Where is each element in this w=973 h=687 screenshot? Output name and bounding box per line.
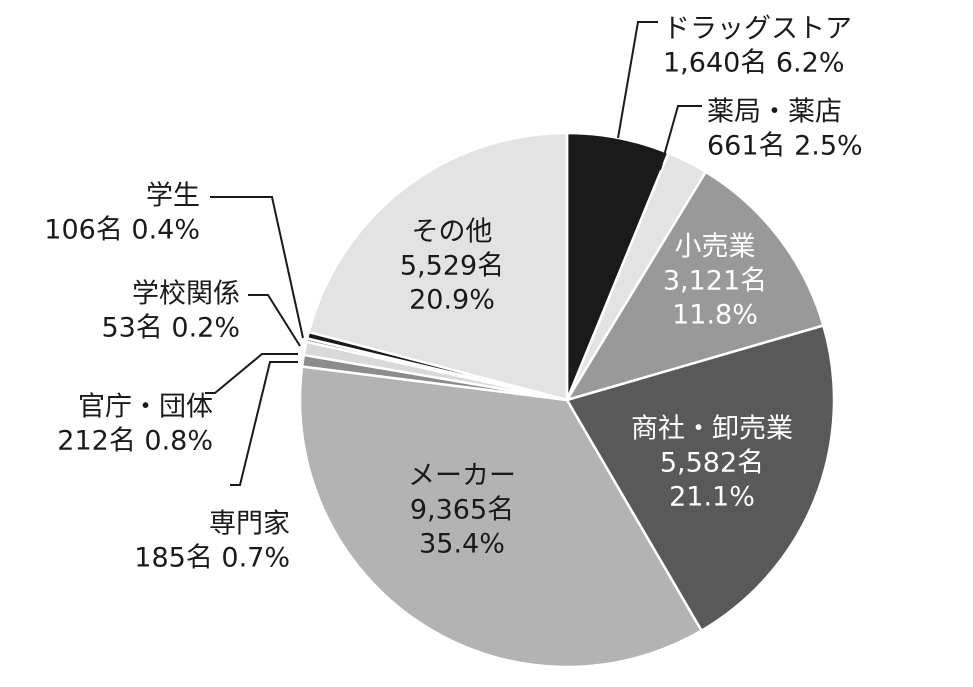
- slice-value-label: 106名 0.4%: [44, 215, 200, 246]
- slice-value-label: 185名 0.7%: [134, 543, 290, 574]
- slice-value-label: 212名 0.8%: [57, 426, 213, 457]
- slice-category-label: 学校関係: [132, 279, 240, 310]
- leader-line: [230, 361, 298, 486]
- slice-category-label: 小売業: [675, 232, 756, 263]
- slice-value-label: 661名 2.5%: [707, 131, 863, 162]
- slice-category-label: 官庁・団体: [78, 392, 213, 423]
- leader-line: [659, 105, 702, 171]
- leader-line: [617, 21, 658, 139]
- slice-category-label: 学生: [146, 181, 200, 212]
- slice-value-label: 11.8%: [672, 300, 758, 331]
- slice-category-label: 専門家: [209, 509, 290, 540]
- slice-value-label: 1,640名 6.2%: [663, 48, 844, 79]
- slice-value-label: 35.4%: [419, 529, 505, 560]
- leader-line: [205, 353, 298, 394]
- slice-category-label: 薬局・薬店: [707, 97, 842, 128]
- pie-slices: [298, 131, 836, 669]
- pie-slice: [307, 131, 569, 402]
- slice-category-label: 商社・卸売業: [631, 414, 793, 445]
- slice-value-label: 21.1%: [669, 482, 755, 513]
- slice-value-label: 9,365名: [410, 495, 514, 526]
- pie-slice: [298, 365, 704, 669]
- leader-line: [248, 294, 301, 347]
- pie-slice: [565, 323, 836, 633]
- slice-value-label: 5,582名: [660, 448, 764, 479]
- slice-category-label: その他: [412, 217, 493, 248]
- slice-category-label: ドラッグストア: [663, 14, 852, 45]
- leader-lines: [205, 21, 702, 486]
- slice-value-label: 53名 0.2%: [101, 313, 240, 344]
- slice-value-label: 20.9%: [409, 285, 495, 316]
- slice-value-label: 5,529名: [400, 251, 504, 282]
- slice-value-label: 3,121名: [663, 266, 767, 297]
- slice-category-label: メーカー: [408, 461, 516, 492]
- leader-line: [210, 196, 304, 339]
